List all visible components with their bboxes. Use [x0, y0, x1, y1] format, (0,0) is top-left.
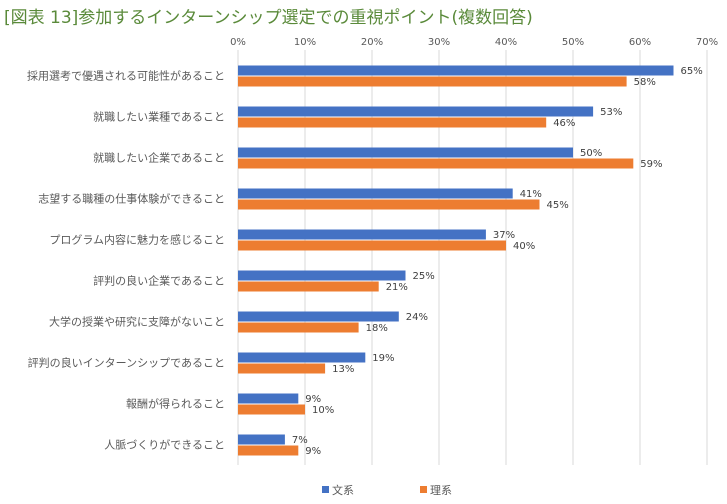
- category-label: 報酬が得られること: [126, 397, 225, 411]
- bar-bunkei: [238, 147, 573, 158]
- bar-bunkei: [238, 393, 299, 404]
- data-label: 53%: [600, 107, 622, 118]
- bar-rikei: [238, 158, 634, 169]
- bar-rikei: [238, 404, 305, 415]
- data-label: 13%: [332, 364, 354, 375]
- data-label: 37%: [493, 230, 515, 241]
- category-label: プログラム内容に魅力を感じること: [49, 233, 225, 247]
- bar-bunkei: [238, 229, 486, 240]
- data-label: 9%: [305, 446, 321, 457]
- data-label: 50%: [580, 148, 602, 159]
- x-tick-label: 70%: [696, 37, 718, 48]
- data-label: 46%: [553, 118, 575, 129]
- data-label: 7%: [292, 435, 308, 446]
- data-label: 58%: [634, 77, 656, 88]
- data-label: 41%: [520, 189, 542, 200]
- legend-label: 理系: [430, 484, 452, 497]
- bar-bunkei: [238, 311, 399, 322]
- legend-label: 文系: [332, 483, 354, 497]
- data-label: 10%: [312, 405, 334, 416]
- x-tick-label: 30%: [428, 37, 450, 48]
- bar-bunkei: [238, 270, 406, 281]
- category-label: 人脈づくりができること: [104, 438, 225, 452]
- bar-rikei: [238, 199, 540, 210]
- category-label: 採用選考で優遇される可能性があること: [27, 69, 225, 83]
- chart-title: [図表 13]参加するインターンシップ選定での重視ポイント(複数回答): [4, 8, 533, 28]
- bar-bunkei: [238, 188, 513, 199]
- bar-rikei: [238, 281, 379, 292]
- data-label: 59%: [640, 159, 662, 170]
- x-tick-label: 60%: [629, 37, 651, 48]
- data-label: 25%: [413, 271, 435, 282]
- data-label: 18%: [366, 323, 388, 334]
- bar-rikei: [238, 76, 627, 87]
- category-label: 大学の授業や研究に支障がないこと: [49, 315, 225, 329]
- bar-bunkei: [238, 434, 285, 445]
- data-label: 19%: [372, 353, 394, 364]
- bar-rikei: [238, 363, 326, 374]
- x-tick-label: 50%: [562, 37, 584, 48]
- category-label: 志望する職種の仕事体験ができること: [38, 192, 225, 206]
- data-label: 24%: [406, 312, 428, 323]
- x-tick-label: 20%: [361, 37, 383, 48]
- bar-bunkei: [238, 352, 366, 363]
- legend-swatch: [322, 486, 329, 493]
- x-tick-label: 40%: [495, 37, 517, 48]
- legend-swatch: [420, 486, 427, 493]
- category-label: 評判の良いインターンシップであること: [28, 356, 225, 370]
- bar-bunkei: [238, 106, 594, 117]
- x-tick-label: 10%: [294, 37, 316, 48]
- bar-rikei: [238, 117, 547, 128]
- bar-rikei: [238, 322, 359, 333]
- bar-rikei: [238, 240, 506, 251]
- bar-bunkei: [238, 65, 674, 76]
- data-label: 21%: [386, 282, 408, 293]
- bar-rikei: [238, 445, 299, 456]
- data-label: 45%: [547, 200, 569, 211]
- category-label: 評判の良い企業であること: [93, 274, 225, 288]
- data-label: 65%: [681, 66, 703, 77]
- category-label: 就職したい業種であること: [93, 110, 225, 124]
- category-label: 就職したい企業であること: [93, 151, 225, 165]
- x-tick-label: 0%: [230, 37, 246, 48]
- data-label: 40%: [513, 241, 535, 252]
- data-label: 9%: [305, 394, 321, 405]
